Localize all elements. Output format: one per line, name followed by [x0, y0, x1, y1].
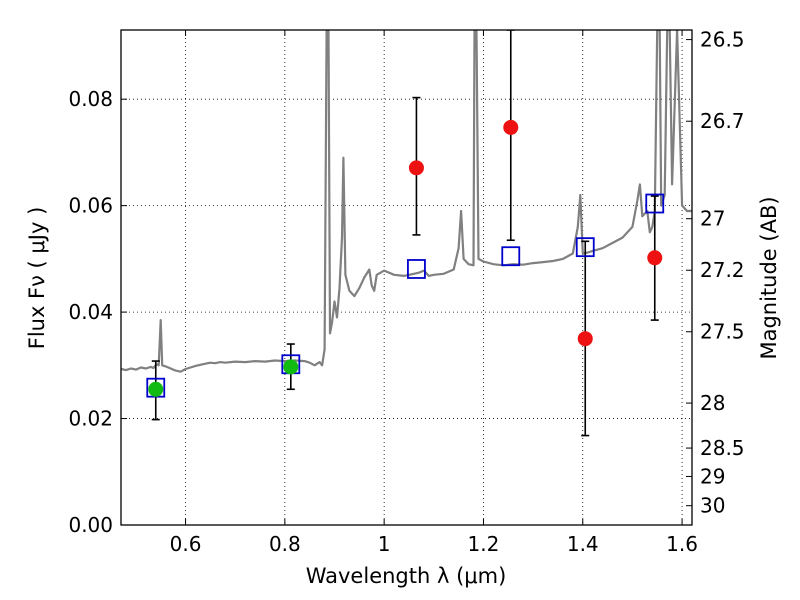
- nondetection-point: [408, 160, 424, 176]
- magnitude-tick-label: 26.7: [700, 109, 745, 133]
- x-tick-label: 1.2: [468, 532, 500, 556]
- magnitude-axis-ticks: 26.5 26.7 27 27.2 27.5 28 28.5 29 30: [686, 28, 745, 518]
- x-tick-label: 0.6: [170, 532, 202, 556]
- x-tick-label: 0.8: [269, 532, 301, 556]
- x-axis-label: Wavelength λ (μm): [306, 564, 507, 588]
- x-tick-label: 1: [378, 532, 391, 556]
- observed-flux-markers: [148, 119, 663, 397]
- magnitude-tick-label: 27.2: [700, 258, 745, 282]
- grid-lines: [121, 30, 692, 525]
- nondetection-point: [647, 250, 663, 266]
- x-axis-ticks: 0.6 0.8 1 1.2 1.4 1.6: [170, 30, 698, 556]
- model-spectrum-line: [121, 30, 692, 373]
- model-photometry-square: [407, 259, 426, 279]
- x-tick-label: 1.6: [666, 532, 698, 556]
- magnitude-tick-label: 28.5: [700, 436, 745, 460]
- y-tick-label: 0.04: [68, 300, 113, 324]
- model-photometry-square: [575, 237, 595, 258]
- y-tick-label: 0.00: [68, 513, 113, 537]
- y-tick-label: 0.08: [68, 87, 113, 111]
- model-photometry-square: [645, 193, 665, 214]
- magnitude-tick-label: 29: [700, 464, 725, 488]
- plot-area: [121, 30, 692, 437]
- y-tick-label: 0.06: [68, 194, 113, 218]
- y-axis-ticks: 0.00 0.02 0.04 0.06 0.08: [68, 87, 127, 537]
- detection-point: [283, 359, 299, 375]
- magnitude-tick-label: 27.5: [700, 320, 745, 344]
- x-tick-label: 1.4: [567, 532, 599, 556]
- magnitude-tick-label: 26.5: [700, 28, 745, 52]
- magnitude-tick-label: 27: [700, 207, 725, 231]
- y-axis-label: Flux Fν ( μJy ): [25, 207, 49, 350]
- magnitude-tick-label: 30: [700, 494, 725, 518]
- nondetection-point: [577, 331, 593, 347]
- nondetection-point: [503, 119, 519, 135]
- magnitude-axis-label: Magnitude (AB): [757, 196, 781, 359]
- magnitude-tick-label: 28: [700, 391, 725, 415]
- model-photometry-square: [501, 246, 521, 267]
- y-tick-label: 0.02: [68, 407, 113, 431]
- plot-frame: [120, 29, 693, 526]
- detection-point: [148, 381, 164, 397]
